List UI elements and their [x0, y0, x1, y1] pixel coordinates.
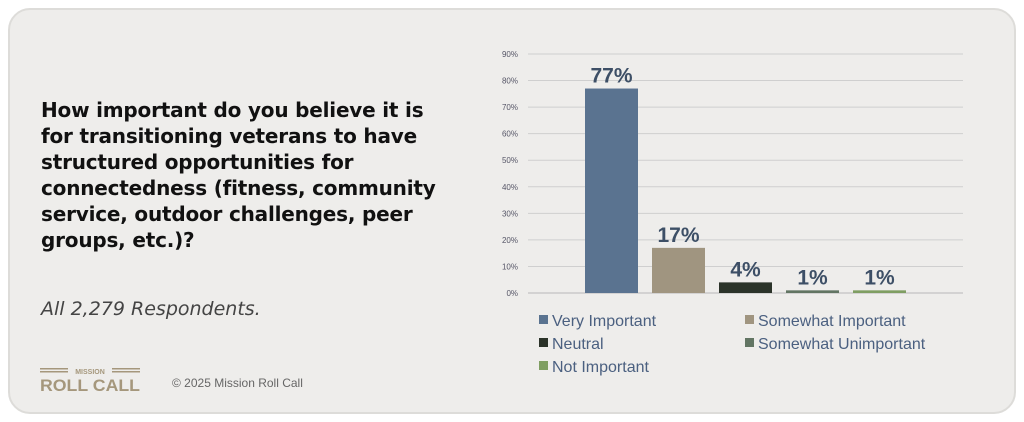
y-tick-label: 30% [502, 209, 518, 218]
y-tick-label: 20% [502, 236, 518, 245]
respondents-text: All 2,279 Respondents. [41, 298, 261, 320]
data-label: 17% [657, 224, 699, 247]
copyright: © 2025 Mission Roll Call [172, 376, 303, 390]
bar-very-important [585, 88, 638, 294]
legend-label: Somewhat Unimportant [758, 336, 926, 353]
legend-label: Not Important [552, 359, 649, 376]
y-tick-label: 90% [502, 50, 518, 59]
data-label: 1% [864, 266, 895, 289]
y-tick-label: 60% [502, 130, 518, 139]
bar-somewhat-unimportant [786, 290, 839, 293]
legend-swatch [745, 315, 754, 324]
bar-somewhat-important [652, 247, 705, 293]
y-tick-label: 0% [506, 289, 518, 298]
legend-label: Very Important [552, 313, 657, 330]
bar-neutral [719, 282, 772, 293]
data-label: 4% [730, 258, 761, 281]
legend-swatch [539, 315, 548, 324]
svg-text:ROLL CALL: ROLL CALL [40, 376, 140, 392]
y-tick-label: 40% [502, 183, 518, 192]
y-tick-label: 10% [502, 262, 518, 271]
legend-swatch [745, 338, 754, 347]
svg-text:MISSION: MISSION [75, 369, 105, 376]
legend-swatch [539, 361, 548, 370]
card [8, 8, 1016, 414]
y-tick-label: 50% [502, 156, 518, 165]
y-tick-label: 70% [502, 103, 518, 112]
legend-swatch [539, 338, 548, 347]
bar-not-important [853, 290, 906, 293]
mission-roll-call-logo: MISSION ROLL CALL [40, 368, 140, 392]
legend-label: Neutral [552, 336, 604, 353]
question-text: How important do you believe it is for t… [41, 98, 436, 252]
legend-label: Somewhat Important [758, 313, 906, 330]
y-tick-label: 80% [502, 77, 518, 86]
data-label: 1% [797, 266, 828, 289]
data-label: 77% [590, 65, 632, 88]
